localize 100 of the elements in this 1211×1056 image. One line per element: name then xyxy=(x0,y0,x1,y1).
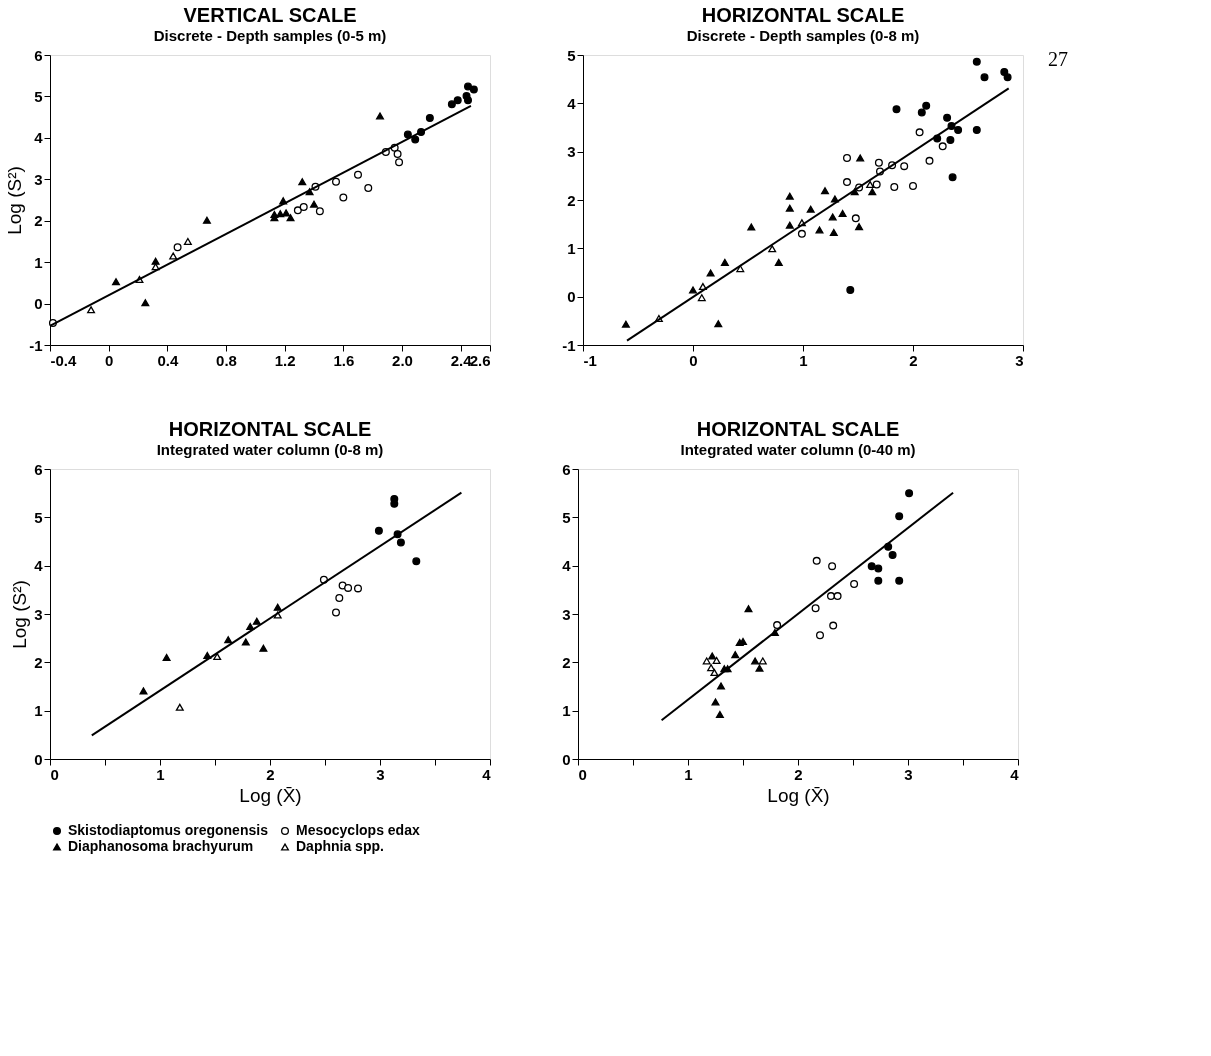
point xyxy=(1003,73,1012,82)
y-tick-label: 1 xyxy=(567,239,576,257)
y-tick-label: -1 xyxy=(29,336,43,354)
point xyxy=(972,57,981,66)
x-tick-label: 3 xyxy=(376,765,385,783)
point xyxy=(252,617,261,625)
y-tick-label: 2 xyxy=(34,212,43,230)
point xyxy=(972,125,981,134)
point xyxy=(838,209,847,218)
y-tick-label: 4 xyxy=(34,557,44,575)
point xyxy=(829,228,838,236)
point xyxy=(917,108,926,117)
point xyxy=(374,526,383,535)
x-axis-title: Log (X̄) xyxy=(239,784,302,806)
point xyxy=(344,583,353,592)
x-tick-label: 2 xyxy=(794,765,803,783)
point xyxy=(895,576,904,585)
x-tick-label: 1.6 xyxy=(333,351,355,369)
point xyxy=(829,621,838,630)
chart-title: HORIZONTAL SCALE xyxy=(701,4,905,26)
point xyxy=(710,668,719,677)
chart-title: HORIZONTAL SCALE xyxy=(696,418,900,440)
chart-subtitle: Discrete - Depth samples (0-5 m) xyxy=(153,27,387,44)
y-tick-label: 3 xyxy=(567,143,576,161)
point xyxy=(335,594,344,603)
x-tick-label: 4 xyxy=(482,765,492,783)
y-axis-title: Log (S²) xyxy=(4,166,26,235)
point xyxy=(806,205,815,213)
point xyxy=(396,538,405,547)
y-tick-label: 3 xyxy=(562,605,571,623)
legend-label: Mesocyclops edax xyxy=(296,822,420,838)
x-axis-title: Log (X̄) xyxy=(767,784,830,806)
point xyxy=(867,562,876,571)
point xyxy=(731,651,740,659)
point xyxy=(890,182,899,191)
point xyxy=(830,195,839,203)
point xyxy=(708,652,717,660)
x-tick-label: 4 xyxy=(1010,765,1020,783)
x-tick-label: 3 xyxy=(904,765,913,783)
point xyxy=(866,180,875,189)
point xyxy=(162,653,171,662)
x-tick-label: 0 xyxy=(689,351,698,369)
y-tick-label: 6 xyxy=(34,460,43,478)
y-tick-label: 3 xyxy=(34,170,43,188)
point xyxy=(851,214,860,223)
y-tick-label: 3 xyxy=(34,605,43,623)
point xyxy=(259,644,268,652)
chart-subtitle: Integrated water column (0-8 m) xyxy=(156,441,384,458)
point xyxy=(755,664,764,672)
legend-label: Skistodiaptomus oregonensis xyxy=(68,822,269,838)
chart-subtitle: Discrete - Depth samples (0-8 m) xyxy=(686,27,920,44)
point xyxy=(785,192,794,200)
point xyxy=(717,682,725,690)
y-tick-label: 6 xyxy=(562,460,571,478)
point xyxy=(874,158,883,167)
point xyxy=(773,621,782,630)
point xyxy=(946,136,955,145)
y-tick-label: 0 xyxy=(562,750,571,768)
point xyxy=(412,557,421,566)
point xyxy=(354,584,362,593)
point xyxy=(751,657,760,665)
point xyxy=(874,564,883,573)
x-tick-label: 0 xyxy=(578,765,587,783)
point xyxy=(915,128,924,137)
x-tick-label: 0.4 xyxy=(157,351,179,369)
point xyxy=(821,187,829,195)
text: 27 xyxy=(1048,48,1068,70)
point xyxy=(747,223,756,231)
point xyxy=(714,320,723,328)
point xyxy=(922,101,931,110)
y-axis-title: Log (S²) xyxy=(9,580,31,649)
point xyxy=(888,551,897,560)
point xyxy=(855,223,864,231)
point xyxy=(872,180,881,189)
point xyxy=(785,221,794,229)
point xyxy=(828,213,837,221)
point xyxy=(1000,67,1009,76)
x-tick-label: 1 xyxy=(156,765,165,783)
y-tick-label: 5 xyxy=(34,508,43,526)
point xyxy=(758,657,767,665)
y-tick-label: -1 xyxy=(562,336,576,354)
point xyxy=(812,556,821,565)
x-tick-label: 0 xyxy=(104,351,114,369)
y-tick-label: 5 xyxy=(562,508,571,526)
point xyxy=(980,73,989,82)
y-tick-label: 0 xyxy=(567,288,576,306)
y-tick-label: 6 xyxy=(34,46,43,64)
point xyxy=(843,153,851,162)
point xyxy=(797,229,806,238)
y-tick-label: 1 xyxy=(34,702,43,720)
x-tick-label: 0 xyxy=(50,765,59,783)
y-tick-label: 1 xyxy=(562,702,571,720)
point xyxy=(332,608,340,617)
point xyxy=(828,562,837,571)
point xyxy=(868,188,877,196)
point xyxy=(815,226,824,234)
point xyxy=(702,657,711,665)
point xyxy=(720,258,729,266)
chart-title: VERTICAL SCALE xyxy=(183,4,357,26)
x-tick-label: 0.8 xyxy=(216,351,237,369)
